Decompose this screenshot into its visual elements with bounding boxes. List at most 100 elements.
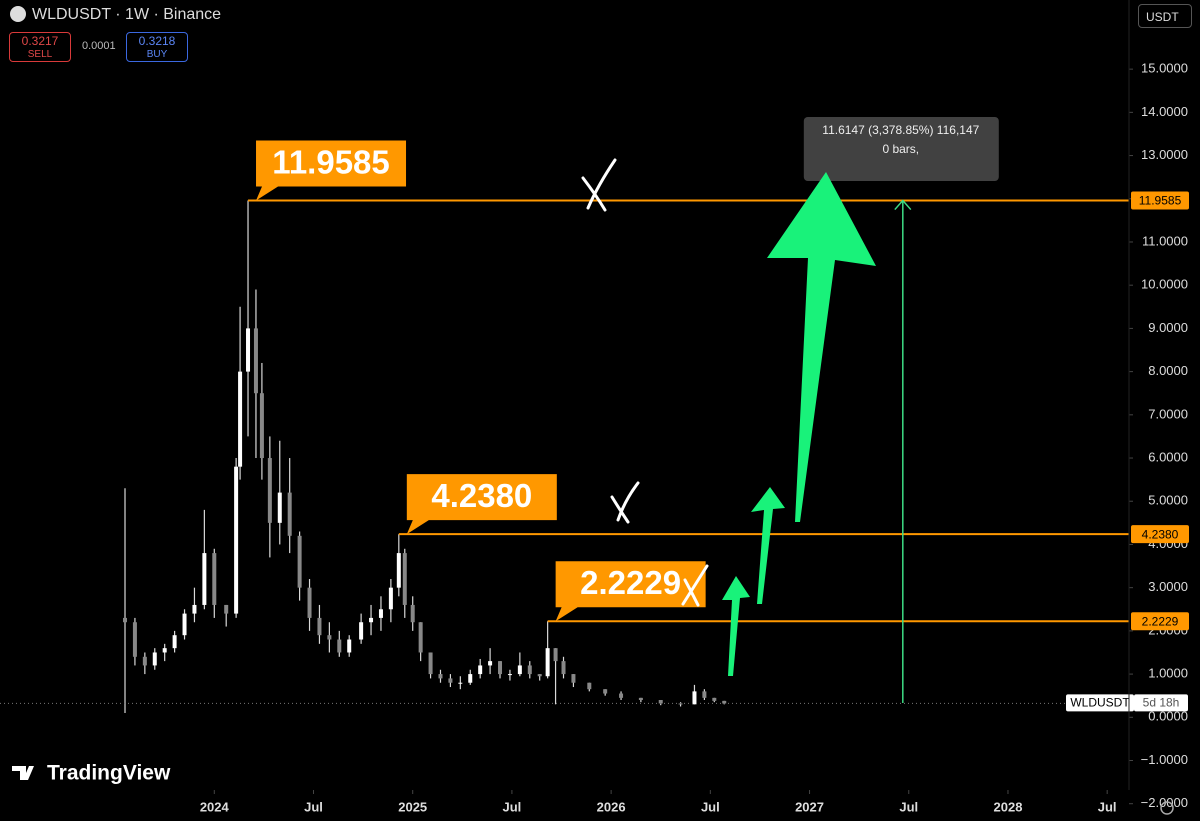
level-badge-text: 4.2380	[1142, 527, 1179, 541]
callout	[256, 140, 407, 201]
y-tick-label: 9.0000	[1148, 320, 1188, 335]
candle-body	[132, 622, 137, 657]
candle-body	[172, 635, 177, 649]
y-tick-label: 3.0000	[1148, 579, 1188, 594]
candle-body	[537, 674, 542, 677]
candle-body	[267, 458, 272, 523]
x-tick-label: Jul	[304, 799, 323, 814]
y-tick-label: −1.0000	[1141, 752, 1188, 767]
candle-body	[123, 617, 128, 623]
candle-body	[692, 691, 697, 705]
callout-text: 2.2229	[580, 564, 681, 601]
candle-body	[678, 703, 683, 705]
candle-body	[712, 697, 717, 701]
candle-body	[297, 535, 302, 588]
candle-body	[192, 604, 197, 614]
candle-body	[359, 622, 364, 640]
candle-body	[498, 661, 503, 675]
level-badge-text: 2.2229	[1142, 614, 1179, 628]
candle-body	[347, 639, 352, 653]
candle-body	[277, 492, 282, 523]
candle-body	[428, 652, 433, 675]
candle-body	[587, 682, 592, 690]
candle-body	[438, 674, 443, 679]
candle-body	[402, 553, 407, 605]
y-tick-label: 13.0000	[1141, 147, 1188, 162]
buy-label[interactable]: BUY	[146, 49, 168, 60]
candle-body	[619, 693, 624, 698]
candle-body	[553, 648, 558, 662]
callout	[555, 561, 706, 622]
x-tick-label: Jul	[503, 799, 522, 814]
callout	[406, 474, 557, 535]
buy-button[interactable]: 0.3218 BUY	[126, 32, 188, 62]
y-tick-label: 14.0000	[1141, 104, 1188, 119]
measure-bars: 0 bars,	[882, 142, 919, 156]
candle-body	[418, 622, 423, 653]
buy-price[interactable]: 0.3218	[138, 34, 176, 48]
candle-body	[224, 604, 229, 614]
candle-body	[317, 617, 322, 636]
y-tick-label: 6.0000	[1148, 449, 1188, 464]
callout-text: 11.9585	[272, 143, 389, 180]
measure-arrowhead	[894, 199, 912, 211]
candle-body	[162, 648, 167, 653]
x-tick-label: Jul	[899, 799, 918, 814]
countdown-text: 5d 18h	[1143, 696, 1180, 710]
level-badge	[1131, 612, 1189, 631]
y-tick-label: 0.0000	[1148, 709, 1188, 724]
candle-body	[152, 652, 157, 666]
candle-body	[527, 665, 532, 675]
y-tick-label: 7.0000	[1148, 406, 1188, 421]
level-badge	[1131, 191, 1189, 210]
candle-body	[238, 371, 243, 467]
countdown-badge	[1134, 694, 1188, 712]
candle-body	[638, 697, 643, 701]
candle-body	[488, 661, 493, 666]
logo-text: TradingView	[47, 762, 171, 785]
sell-label[interactable]: SELL	[27, 49, 53, 60]
candle-body	[458, 682, 463, 684]
spread: 0.0001	[82, 40, 116, 52]
sell-price[interactable]: 0.3217	[21, 34, 59, 48]
candle-body	[468, 674, 473, 683]
candle-body	[327, 635, 332, 640]
symbol[interactable]: WLDUSDT · 1W · Binance	[32, 6, 222, 23]
candle-body	[246, 328, 251, 372]
symbol-badge	[1066, 694, 1134, 712]
candle-body	[202, 553, 207, 605]
x-marks	[581, 158, 709, 607]
candle-body	[388, 587, 393, 610]
candle-body	[307, 587, 312, 618]
level-badge	[1131, 525, 1189, 544]
candle-body	[142, 656, 147, 666]
candle-body	[253, 328, 258, 394]
callout-text: 4.2380	[431, 477, 532, 514]
candle-body	[722, 700, 727, 704]
header: WLDUSDT · 1W · Binance 0.3217 SELL 0.0001…	[0, 0, 1200, 70]
symbol-icon	[10, 6, 26, 22]
currency-select[interactable]: USDT	[1138, 4, 1192, 28]
candle-body	[517, 665, 522, 675]
measure-text: 11.6147 (3,378.85%) 116,147	[822, 123, 979, 137]
x-tick-label: 2026	[597, 799, 626, 814]
x-tick-label: 2024	[200, 799, 230, 814]
candle-body	[369, 617, 374, 623]
settings-icon	[1160, 801, 1174, 815]
candle-body	[182, 613, 187, 636]
candle-body	[658, 700, 663, 704]
x-tick-label: Jul	[701, 799, 720, 814]
tradingview-logo: TradingView	[12, 762, 171, 785]
sell-button[interactable]: 0.3217 SELL	[9, 32, 71, 62]
candle-body	[561, 661, 566, 675]
green-arrows	[722, 172, 876, 676]
candle-body	[603, 689, 608, 694]
x-tick-label: 2028	[994, 799, 1023, 814]
y-tick-label: 5.0000	[1148, 493, 1188, 508]
candle-body	[571, 674, 576, 683]
candle-body	[702, 691, 707, 698]
candle-body	[478, 665, 483, 675]
x-tick-label: 2027	[795, 799, 824, 814]
